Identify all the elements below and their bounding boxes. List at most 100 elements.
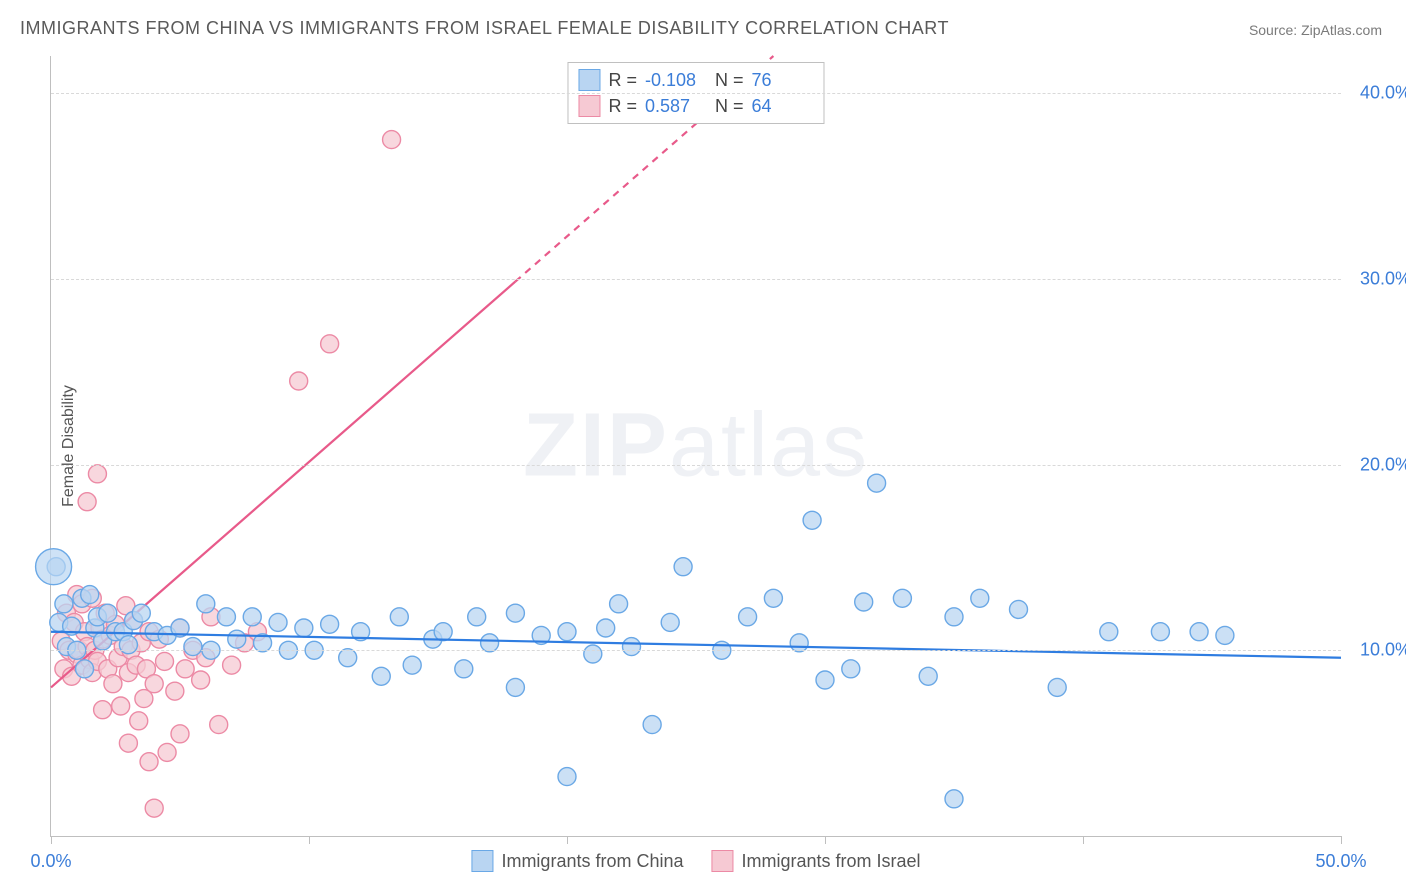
- data-point: [674, 558, 692, 576]
- stats-row-china: R = -0.108 N = 76: [578, 67, 813, 93]
- data-point: [816, 671, 834, 689]
- x-tick: [825, 836, 826, 844]
- data-point: [94, 701, 112, 719]
- gridline: [51, 650, 1341, 651]
- data-point: [455, 660, 473, 678]
- data-point: [156, 652, 174, 670]
- data-point: [1048, 678, 1066, 696]
- data-point: [643, 716, 661, 734]
- data-point: [842, 660, 860, 678]
- data-point: [597, 619, 615, 637]
- data-point: [166, 682, 184, 700]
- legend-label-china: Immigrants from China: [501, 851, 683, 872]
- data-point: [217, 608, 235, 626]
- data-point: [790, 634, 808, 652]
- data-point: [171, 725, 189, 743]
- x-tick: [567, 836, 568, 844]
- data-point: [55, 595, 73, 613]
- data-point: [764, 589, 782, 607]
- gridline: [51, 93, 1341, 94]
- legend-swatch-israel: [712, 850, 734, 872]
- data-point: [893, 589, 911, 607]
- data-point: [855, 593, 873, 611]
- data-point: [945, 790, 963, 808]
- data-point: [130, 712, 148, 730]
- legend-label-israel: Immigrants from Israel: [742, 851, 921, 872]
- data-point: [140, 753, 158, 771]
- legend-item-israel: Immigrants from Israel: [712, 850, 921, 872]
- data-point: [584, 645, 602, 663]
- data-point: [197, 595, 215, 613]
- data-point: [78, 493, 96, 511]
- chart-container: IMMIGRANTS FROM CHINA VS IMMIGRANTS FROM…: [0, 0, 1406, 892]
- data-point: [1010, 600, 1028, 618]
- data-point: [945, 608, 963, 626]
- data-point: [481, 634, 499, 652]
- scatter-svg: [51, 56, 1341, 836]
- data-point: [184, 638, 202, 656]
- data-point: [1190, 623, 1208, 641]
- x-tick: [309, 836, 310, 844]
- swatch-israel: [578, 95, 600, 117]
- data-point: [506, 678, 524, 696]
- swatch-china: [578, 69, 600, 91]
- data-point: [112, 697, 130, 715]
- data-point: [81, 586, 99, 604]
- data-point: [610, 595, 628, 613]
- data-point: [210, 716, 228, 734]
- x-tick: [1083, 836, 1084, 844]
- data-point: [558, 768, 576, 786]
- data-point: [403, 656, 421, 674]
- data-point: [971, 589, 989, 607]
- gridline: [51, 279, 1341, 280]
- data-point: [390, 608, 408, 626]
- stats-row-israel: R = 0.587 N = 64: [578, 93, 813, 119]
- data-point-large: [36, 549, 72, 585]
- data-point: [99, 604, 117, 622]
- data-point: [623, 638, 641, 656]
- data-point: [739, 608, 757, 626]
- data-point: [803, 511, 821, 529]
- data-point: [868, 474, 886, 492]
- data-point: [1100, 623, 1118, 641]
- y-tick-label: 40.0%: [1360, 83, 1406, 104]
- data-point: [434, 623, 452, 641]
- data-point: [295, 619, 313, 637]
- data-point: [321, 335, 339, 353]
- data-point: [243, 608, 261, 626]
- data-point: [88, 465, 106, 483]
- data-point: [372, 667, 390, 685]
- gridline: [51, 465, 1341, 466]
- x-tick-label: 0.0%: [30, 851, 71, 872]
- data-point: [919, 667, 937, 685]
- source-attribution: Source: ZipAtlas.com: [1249, 22, 1382, 38]
- data-point: [228, 630, 246, 648]
- data-point: [269, 613, 287, 631]
- x-tick: [51, 836, 52, 844]
- data-point: [290, 372, 308, 390]
- data-point: [321, 615, 339, 633]
- data-point: [104, 675, 122, 693]
- y-tick-label: 20.0%: [1360, 454, 1406, 475]
- data-point: [1151, 623, 1169, 641]
- legend-swatch-china: [471, 850, 493, 872]
- data-point: [339, 649, 357, 667]
- plot-area: ZIPatlas R = -0.108 N = 76 R = 0.587 N =…: [50, 56, 1341, 837]
- data-point: [192, 671, 210, 689]
- series-legend: Immigrants from China Immigrants from Is…: [471, 850, 920, 872]
- data-point: [158, 743, 176, 761]
- data-point: [132, 604, 150, 622]
- x-tick-label: 50.0%: [1315, 851, 1366, 872]
- data-point: [468, 608, 486, 626]
- data-point: [76, 660, 94, 678]
- data-point: [383, 131, 401, 149]
- y-tick-label: 10.0%: [1360, 640, 1406, 661]
- data-point: [145, 799, 163, 817]
- data-point: [119, 734, 137, 752]
- x-tick: [1341, 836, 1342, 844]
- data-point: [1216, 626, 1234, 644]
- legend-item-china: Immigrants from China: [471, 850, 683, 872]
- data-point: [558, 623, 576, 641]
- y-tick-label: 30.0%: [1360, 268, 1406, 289]
- chart-title: IMMIGRANTS FROM CHINA VS IMMIGRANTS FROM…: [20, 18, 949, 39]
